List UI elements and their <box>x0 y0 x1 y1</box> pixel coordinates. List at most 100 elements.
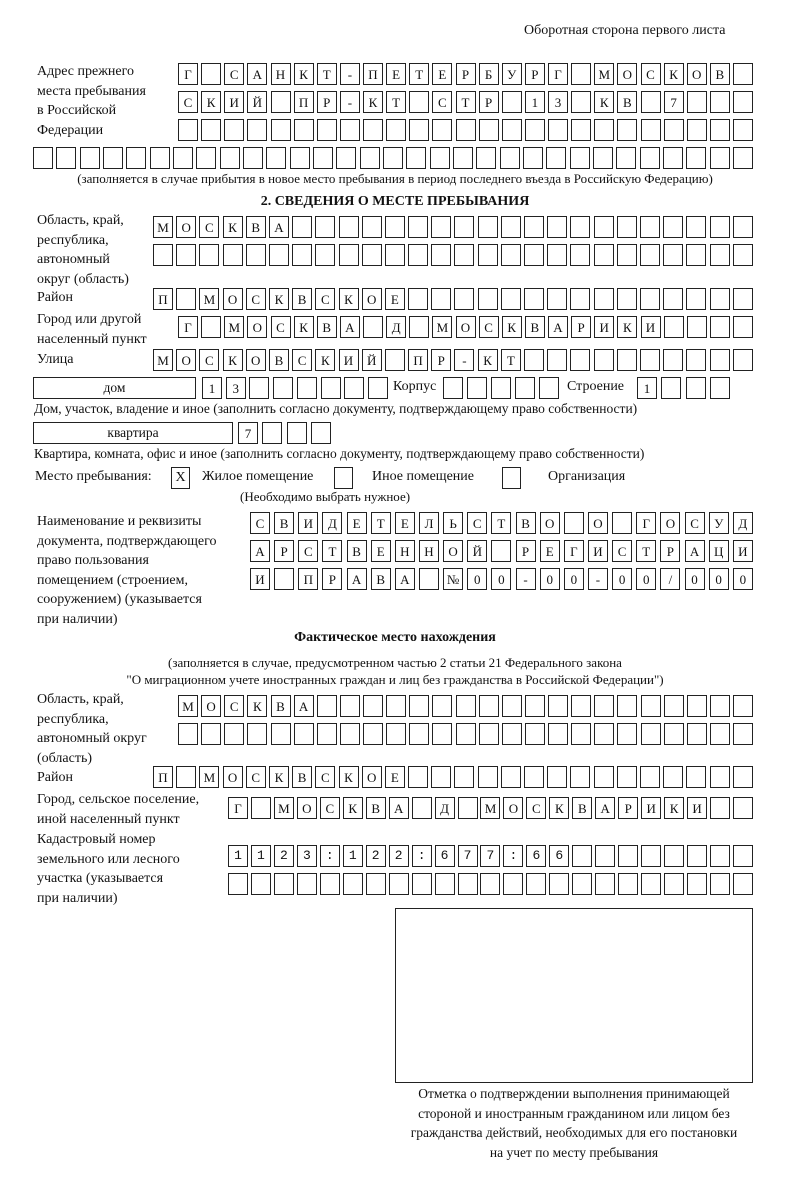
char-cell[interactable]: С <box>298 540 319 562</box>
char-cell[interactable]: В <box>292 766 313 788</box>
char-cell[interactable] <box>432 119 453 141</box>
char-cell[interactable] <box>663 316 684 338</box>
char-cell[interactable]: М <box>480 797 501 819</box>
char-cell[interactable]: О <box>617 63 638 85</box>
char-cell[interactable] <box>478 119 499 141</box>
char-cell[interactable] <box>363 723 383 745</box>
char-cell[interactable] <box>733 119 753 141</box>
char-cell[interactable] <box>408 216 429 238</box>
char-cell[interactable]: О <box>539 512 560 534</box>
char-cell[interactable] <box>547 349 568 371</box>
char-cell[interactable] <box>686 147 707 169</box>
char-cell[interactable] <box>503 845 524 867</box>
char-cell[interactable] <box>477 216 498 238</box>
char-cell[interactable] <box>384 349 405 371</box>
char-cell[interactable]: Г <box>548 63 568 85</box>
char-cell[interactable]: 3 <box>548 91 568 113</box>
char-cell[interactable]: Е <box>384 766 405 788</box>
char-cell[interactable]: Н <box>418 540 439 562</box>
char-cell[interactable] <box>686 723 707 745</box>
char-cell[interactable]: М <box>178 695 198 717</box>
char-cell[interactable] <box>594 723 615 745</box>
char-cell[interactable] <box>526 845 547 867</box>
char-cell[interactable]: К <box>477 349 498 371</box>
char-cell[interactable]: - <box>515 568 536 590</box>
char-cell[interactable]: О <box>222 288 243 310</box>
char-cell[interactable]: А <box>339 316 360 338</box>
char-cell[interactable] <box>250 845 271 867</box>
char-cell[interactable] <box>686 766 707 788</box>
char-cell[interactable] <box>709 288 730 310</box>
char-cell[interactable]: А <box>595 797 616 819</box>
char-cell[interactable]: 0 <box>732 568 753 590</box>
char-cell[interactable]: О <box>361 766 382 788</box>
char-cell[interactable] <box>409 723 430 745</box>
char-cell[interactable] <box>709 91 730 113</box>
char-cell[interactable]: У <box>501 63 522 85</box>
char-cell[interactable]: Г <box>563 540 584 562</box>
char-cell[interactable] <box>296 377 317 399</box>
char-cell[interactable]: Р <box>571 316 592 338</box>
char-cell[interactable] <box>524 349 544 371</box>
char-cell[interactable] <box>289 147 310 169</box>
char-cell[interactable] <box>732 349 753 371</box>
char-cell[interactable] <box>710 797 731 819</box>
char-cell[interactable] <box>273 377 294 399</box>
char-cell[interactable] <box>344 377 365 399</box>
char-cell[interactable] <box>270 119 291 141</box>
char-cell[interactable] <box>268 244 289 266</box>
char-cell[interactable]: М <box>224 316 245 338</box>
char-cell[interactable]: С <box>478 316 499 338</box>
char-cell[interactable]: В <box>346 540 367 562</box>
char-cell[interactable] <box>640 723 661 745</box>
char-cell[interactable]: С <box>245 288 266 310</box>
char-cell[interactable] <box>592 147 613 169</box>
char-cell[interactable]: А <box>684 540 705 562</box>
char-cell[interactable]: Й <box>467 540 488 562</box>
char-cell[interactable] <box>547 244 568 266</box>
char-cell[interactable]: 1 <box>524 91 545 113</box>
char-cell[interactable]: О <box>245 349 266 371</box>
char-cell[interactable] <box>491 377 511 399</box>
char-cell[interactable] <box>270 91 291 113</box>
char-cell[interactable]: К <box>222 349 243 371</box>
char-cell[interactable]: Е <box>394 512 415 534</box>
char-cell[interactable] <box>274 568 295 590</box>
char-cell[interactable] <box>338 216 359 238</box>
char-cell[interactable]: Е <box>346 512 367 534</box>
building-row[interactable]: 1 <box>637 377 730 399</box>
char-cell[interactable] <box>641 845 662 867</box>
char-cell[interactable] <box>640 119 661 141</box>
char-cell[interactable] <box>316 119 337 141</box>
char-cell[interactable]: М <box>199 288 220 310</box>
char-cell[interactable]: И <box>587 540 608 562</box>
char-cell[interactable] <box>409 91 430 113</box>
char-cell[interactable]: Д <box>322 512 343 534</box>
char-cell[interactable] <box>710 845 731 867</box>
char-cell[interactable] <box>480 873 501 895</box>
char-cell[interactable]: О <box>247 316 268 338</box>
char-cell[interactable]: М <box>273 797 294 819</box>
char-cell[interactable] <box>571 723 592 745</box>
char-cell[interactable] <box>570 766 591 788</box>
region-row[interactable] <box>153 244 753 266</box>
char-cell[interactable] <box>664 845 685 867</box>
char-cell[interactable] <box>386 723 407 745</box>
char-cell[interactable] <box>687 845 708 867</box>
char-cell[interactable] <box>524 119 545 141</box>
char-cell[interactable] <box>222 244 243 266</box>
char-cell[interactable] <box>639 766 660 788</box>
char-cell[interactable] <box>709 216 730 238</box>
char-cell[interactable]: О <box>455 316 476 338</box>
previous-address-row[interactable] <box>178 119 753 141</box>
char-cell[interactable] <box>663 766 684 788</box>
char-cell[interactable] <box>500 766 521 788</box>
char-cell[interactable]: И <box>224 91 245 113</box>
char-cell[interactable]: Т <box>491 512 512 534</box>
char-cell[interactable] <box>709 244 730 266</box>
char-cell[interactable]: Р <box>431 349 452 371</box>
char-cell[interactable]: Р <box>478 91 499 113</box>
char-cell[interactable] <box>361 216 382 238</box>
char-cell[interactable]: С <box>292 349 313 371</box>
